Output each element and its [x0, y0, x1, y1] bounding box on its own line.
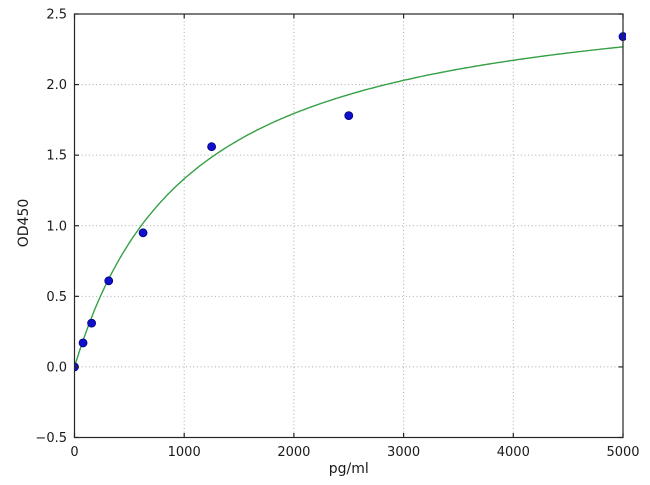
x-tick-label: 0	[70, 445, 78, 460]
x-tick-label: 1000	[168, 445, 201, 460]
y-tick-label: 1.5	[46, 149, 67, 164]
y-axis-label: OD450	[16, 199, 32, 248]
fit-curve-line	[74, 46, 624, 368]
data-point-marker	[344, 111, 354, 121]
plot-layers: 0 1000 2000 3000 4000 5000 −0.5 0.0 0.5 1.0 1.5 2.0…	[35, 8, 639, 461]
data-point-marker	[138, 228, 148, 238]
data-point-marker	[87, 318, 97, 328]
data-point-marker	[78, 338, 88, 348]
data-point-marker	[207, 142, 217, 152]
x-tick-label: 2000	[277, 445, 310, 460]
y-tick-label: 0.5	[46, 290, 67, 305]
y-tick-label: −0.5	[35, 431, 67, 446]
x-tick-label: 3000	[387, 445, 420, 460]
x-axis-label: pg/ml	[329, 461, 369, 477]
x-tick-label: 4000	[497, 445, 530, 460]
y-tick-label: 1.0	[46, 219, 67, 234]
data-point-marker	[104, 276, 114, 286]
x-tick-label: 5000	[606, 445, 639, 460]
y-tick-label: 0.0	[46, 360, 67, 375]
y-tick-label: 2.5	[46, 8, 67, 23]
y-tick-label: 2.0	[46, 78, 67, 93]
